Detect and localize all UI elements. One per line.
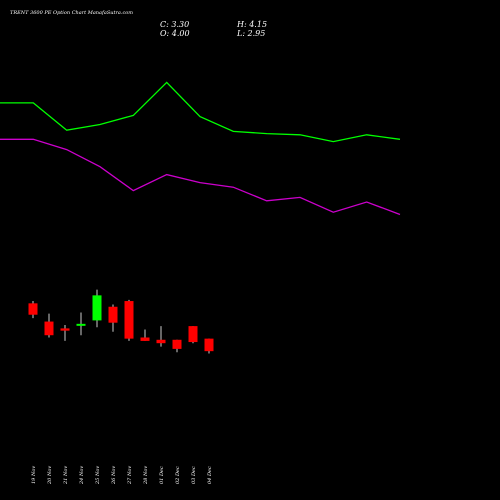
- lower-band-line: [0, 138, 401, 216]
- x-tick-label: 02 Dec: [175, 466, 181, 484]
- candle-6: [124, 299, 134, 341]
- candle-body: [44, 321, 54, 336]
- candle-body: [60, 328, 70, 331]
- x-tick-label: 20 Nov: [47, 466, 53, 485]
- x-tick-label: 26 Nov: [111, 466, 117, 485]
- x-axis-ticks: 19 Nov 20 Nov 21 Nov 24 Nov 25 Nov 26 Nov 27 N…: [31, 466, 213, 485]
- candle-11: [204, 338, 214, 354]
- candles-group: [28, 289, 214, 354]
- candle-8: [156, 326, 166, 347]
- candle-2: [60, 324, 70, 341]
- candle-4: [92, 289, 102, 328]
- candle-5: [108, 304, 118, 332]
- candle-3: [76, 312, 86, 336]
- candle-body: [108, 306, 118, 323]
- close-value: C: 3.30: [160, 20, 189, 29]
- high-value: H: 4.15: [236, 20, 267, 29]
- candle-body: [204, 338, 214, 352]
- x-tick-label: 04 Dec: [207, 466, 213, 484]
- candle-7: [140, 329, 150, 341]
- candle-10: [188, 326, 198, 344]
- candle-body: [140, 337, 150, 341]
- candle-body: [172, 339, 182, 349]
- candle-body: [92, 295, 102, 321]
- x-tick-label: 19 Nov: [31, 466, 37, 484]
- candle-0: [28, 301, 38, 319]
- candle-body: [124, 301, 134, 339]
- x-tick-label: 03 Dec: [191, 466, 197, 484]
- band-lines: [0, 81, 401, 216]
- x-tick-label: 28 Nov: [143, 466, 149, 485]
- low-value: L: 2.95: [236, 29, 265, 38]
- x-tick-label: 25 Nov: [95, 466, 101, 485]
- candle-body: [156, 339, 166, 344]
- candle-9: [172, 339, 182, 353]
- candle-body: [76, 323, 86, 326]
- x-tick-label: 27 Nov: [127, 466, 133, 485]
- open-value: O: 4.00: [160, 29, 190, 38]
- x-tick-label: 21 Nov: [63, 466, 69, 485]
- x-tick-label: 01 Dec: [159, 466, 165, 484]
- candle-body: [28, 303, 38, 315]
- candle-body: [188, 326, 198, 343]
- candle-1: [44, 313, 54, 338]
- x-tick-label: 24 Nov: [79, 466, 85, 485]
- chart-title: TRENT 3600 PE Option Chart ManafaSutra.c…: [10, 10, 133, 16]
- upper-band-line: [0, 81, 401, 143]
